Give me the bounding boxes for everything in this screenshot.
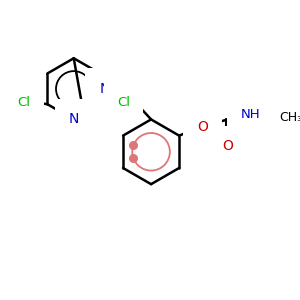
Text: Cl: Cl <box>117 96 130 109</box>
Text: O: O <box>197 120 208 134</box>
Text: O: O <box>222 140 233 153</box>
Text: CH₃: CH₃ <box>279 111 300 124</box>
Text: Cl: Cl <box>17 96 30 109</box>
Text: N: N <box>99 82 110 96</box>
Text: NH: NH <box>240 107 260 121</box>
Text: N: N <box>69 112 79 126</box>
